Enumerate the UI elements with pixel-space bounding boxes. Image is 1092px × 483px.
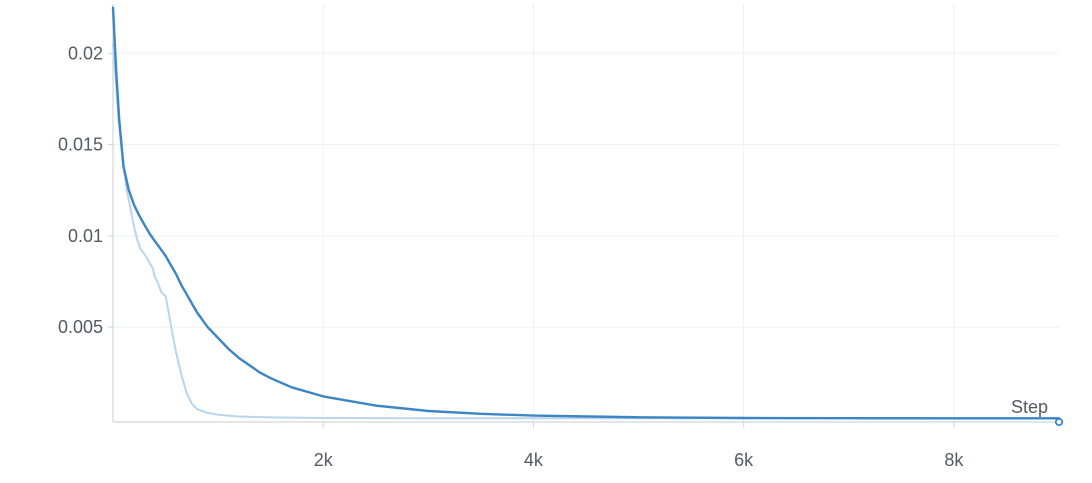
- y-tick-label: 0.02: [68, 43, 103, 63]
- x-tick-label: 8k: [944, 450, 964, 470]
- series-layer: [111, 6, 1061, 420]
- x-tick-label: 2k: [314, 450, 334, 470]
- y-tick-label: 0.005: [58, 317, 103, 337]
- smoothed-series-line: [111, 6, 1061, 420]
- y-tick-label: 0.015: [58, 135, 103, 155]
- series-end-marker[interactable]: [1054, 417, 1064, 427]
- axis-layer: [108, 4, 1059, 428]
- label-layer: Step 0.005 0.01 0.015 0.02 2k 4k 6k 8k: [58, 43, 1048, 470]
- x-tick-label: 6k: [734, 450, 754, 470]
- x-tick-label: 4k: [524, 450, 544, 470]
- grid-layer: [113, 4, 1059, 422]
- raw-series-line: [112, 43, 1060, 420]
- y-tick-label: 0.01: [68, 226, 103, 246]
- x-axis-label: Step: [1011, 397, 1048, 417]
